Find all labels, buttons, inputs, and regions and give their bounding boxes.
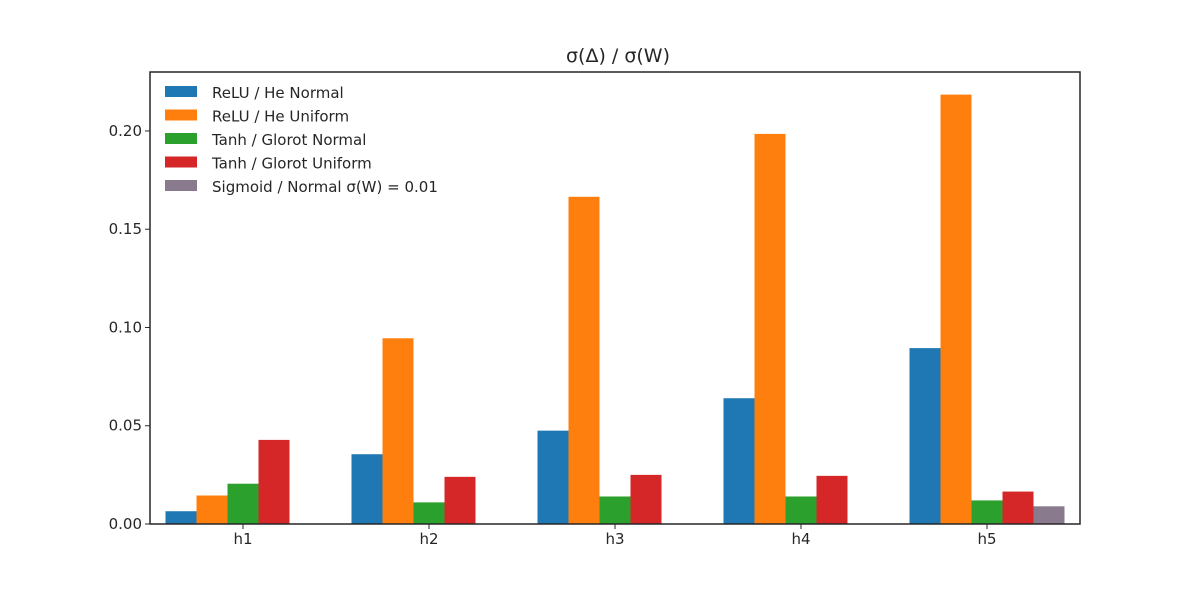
bar-h5-series-3	[971, 500, 1003, 524]
bar-h1-series-3	[227, 483, 259, 524]
bars-group	[165, 94, 1065, 525]
chart-title: σ(Δ) / σ(W)	[566, 45, 670, 67]
x-tick-label: h2	[419, 530, 438, 548]
legend-label-1: ReLU / He Normal	[212, 84, 344, 102]
plot-frame	[149, 71, 1081, 525]
x-tick-label: h1	[233, 530, 252, 548]
x-tick-label: h3	[605, 530, 624, 548]
y-axis-ticks: 0.00 0.05 0.10 0.15 0.20	[109, 122, 150, 533]
bar-h3-series-4	[630, 474, 662, 524]
legend-swatch-4	[165, 156, 197, 168]
legend: ReLU / He Normal ReLU / He Uniform Tanh / …	[165, 84, 438, 196]
bar-h4-series-4	[816, 475, 848, 524]
legend-label-5: Sigmoid / Normal σ(W) = 0.01	[212, 178, 438, 196]
legend-label-3: Tanh / Glorot Normal	[211, 131, 366, 149]
y-tick-label: 0.05	[109, 417, 142, 435]
bar-h2-series-4	[444, 476, 476, 524]
bar-h5-series-5	[1033, 506, 1065, 524]
bar-h5-series-4	[1002, 491, 1034, 524]
bar-h1-series-2	[196, 495, 228, 524]
legend-swatch-2	[165, 109, 197, 121]
legend-swatch-3	[165, 133, 197, 144]
bar-h4-series-2	[754, 133, 786, 524]
x-tick-label: h4	[791, 530, 810, 548]
bar-h2-series-3	[413, 502, 445, 524]
bar-h5-series-1	[909, 348, 941, 524]
bar-h3-series-1	[537, 430, 569, 524]
x-axis-ticks: h1 h2 h3 h4 h5	[233, 524, 997, 548]
y-tick-label: 0.10	[109, 318, 142, 336]
y-tick-label: 0.20	[109, 122, 142, 140]
x-tick-label: h5	[977, 530, 996, 548]
bar-h1-series-4	[258, 439, 290, 524]
bar-h4-series-1	[723, 398, 755, 524]
legend-swatch-1	[165, 86, 197, 97]
legend-label-2: ReLU / He Uniform	[212, 108, 349, 126]
legend-swatch-5	[165, 180, 197, 191]
bar-h4-series-3	[785, 496, 817, 524]
bar-h3-series-2	[568, 196, 600, 525]
y-tick-label: 0.15	[109, 220, 142, 238]
bar-h5-series-2	[940, 94, 972, 524]
legend-label-4: Tanh / Glorot Uniform	[211, 155, 372, 173]
bar-h2-series-2	[382, 338, 414, 524]
bar-h1-series-1	[165, 511, 197, 524]
y-tick-label: 0.00	[109, 515, 142, 533]
bar-h3-series-3	[599, 496, 631, 524]
bar-h2-series-1	[351, 454, 383, 524]
